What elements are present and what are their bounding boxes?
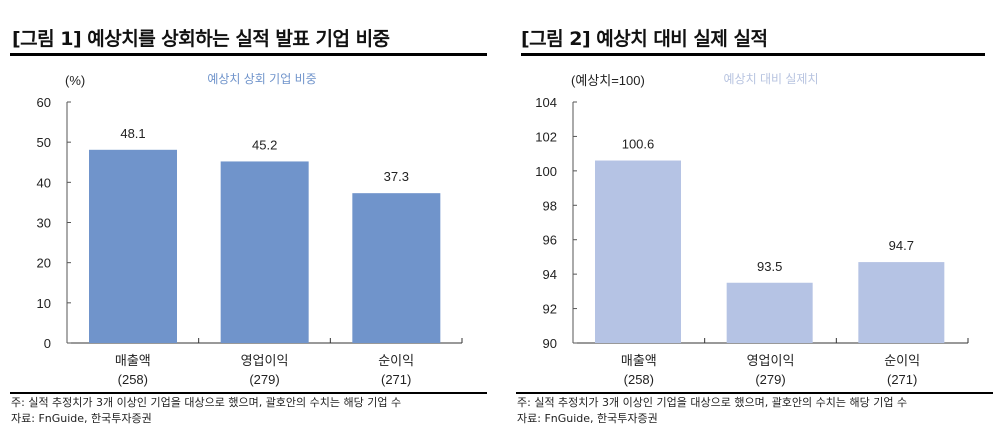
chart-svg: (%) 예상치 상회 기업 비중 0 10 20 30 40 50 60 48.1 매출액 (258)… (37, 72, 463, 387)
category-count: (258) (118, 372, 148, 387)
y-tick-label: 0 (44, 336, 51, 351)
category-label: 매출액 (621, 353, 657, 368)
category-count: (271) (381, 372, 411, 387)
category-count: (271) (887, 372, 917, 387)
y-tick-label: 30 (37, 216, 51, 231)
y-tick-label: 102 (535, 129, 557, 144)
bar-매출액 (595, 160, 681, 343)
bar-순이익 (858, 262, 945, 343)
footer-rule (10, 392, 487, 394)
category-label: 순이익 (884, 353, 920, 368)
bar-순이익 (352, 193, 441, 343)
title-rule (521, 53, 985, 56)
y-tick-label: 60 (37, 95, 51, 110)
chart-panel-1: [그림 1] 예상치를 상회하는 실적 발표 기업 비중 (%) 예상치 상회 기… (0, 0, 490, 432)
y-tick-label: 98 (543, 198, 557, 213)
y-tick-label: 104 (535, 95, 557, 110)
y-tick-label: 20 (37, 256, 51, 271)
category-label: 매출액 (115, 353, 151, 368)
chart-title: [그림 2] 예상치 대비 실제 실적 (521, 28, 768, 50)
chart-source: 자료: FnGuide, 한국투자증권 (517, 412, 658, 425)
y-tick-label: 50 (37, 135, 51, 150)
data-label: 37.3 (384, 169, 409, 184)
y-tick-label: 92 (543, 302, 557, 317)
y-tick-label: 40 (37, 175, 51, 190)
y-tick-label: 94 (543, 267, 557, 282)
unit-label: (예상치=100) (571, 73, 645, 88)
category-count: (279) (755, 372, 785, 387)
data-label: 94.7 (889, 238, 914, 253)
series-label: 예상치 상회 기업 비중 (207, 72, 316, 86)
y-tick-label: 90 (543, 336, 557, 351)
title-rule (10, 53, 487, 56)
category-count: (279) (249, 372, 279, 387)
y-tick-label: 10 (37, 296, 51, 311)
category-label: 영업이익 (241, 353, 289, 368)
category-label: 순이익 (378, 353, 414, 368)
data-label: 48.1 (120, 126, 145, 141)
unit-label: (%) (65, 73, 85, 88)
chart-note: 주: 실적 추정치가 3개 이상인 기업을 대상으로 했으며, 괄호안의 수치는… (517, 396, 908, 409)
y-tick-label: 100 (535, 164, 557, 179)
chart-title: [그림 1] 예상치를 상회하는 실적 발표 기업 비중 (12, 28, 390, 50)
series-label: 예상치 대비 실제치 (724, 72, 819, 86)
category-count: (258) (624, 372, 654, 387)
category-label: 영업이익 (747, 353, 795, 368)
chart-panel-2: [그림 2] 예상치 대비 실제 실적 (예상치=100) 예상치 대비 실제치 9… (506, 0, 996, 432)
chart-source: 자료: FnGuide, 한국투자증권 (11, 412, 152, 425)
data-label: 93.5 (757, 259, 782, 274)
data-label: 45.2 (252, 137, 277, 152)
footer-rule (516, 392, 993, 394)
chart-note: 주: 실적 추정치가 3개 이상인 기업을 대상으로 했으며, 괄호안의 수치는… (11, 396, 402, 409)
data-label: 100.6 (622, 137, 655, 152)
y-tick-label: 96 (543, 233, 557, 248)
bar-영업이익 (726, 282, 813, 343)
bar-매출액 (89, 149, 177, 343)
chart-svg: (예상치=100) 예상치 대비 실제치 90 92 94 96 98 100 102 104 10… (535, 72, 969, 387)
bar-영업이익 (220, 161, 309, 343)
